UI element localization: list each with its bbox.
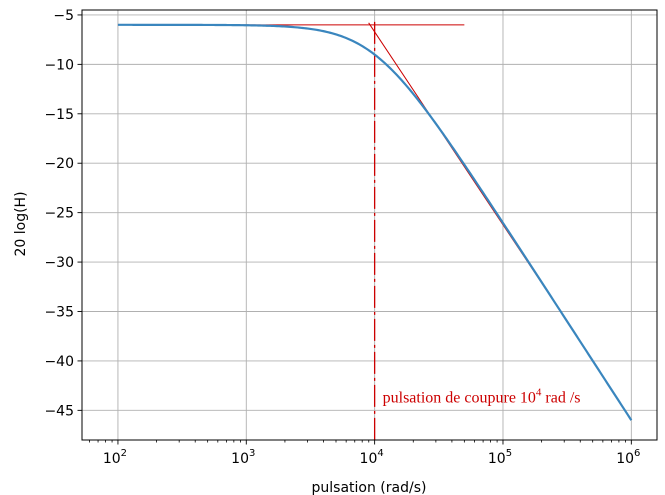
- series-line: [117, 23, 633, 421]
- x-tick-exponent: 6: [634, 448, 640, 459]
- x-tick-exponent: 3: [249, 448, 255, 459]
- y-tick-label: −30: [44, 255, 74, 271]
- x-tick-base: 10: [360, 451, 378, 467]
- cutoff-annotation: pulsation de coupure 104 rad /s: [383, 386, 581, 406]
- y-axis-label: 20 log(H): [13, 191, 29, 256]
- x-tick-base: 10: [488, 451, 506, 467]
- x-axis-label: pulsation (rad/s): [312, 480, 427, 495]
- y-tick-label: −45: [44, 403, 74, 419]
- cutoff-annotation-sup: 4: [536, 386, 542, 398]
- y-tick-label: −40: [44, 354, 74, 370]
- x-tick-exponent: 2: [121, 448, 127, 459]
- cutoff-annotation-suffix: rad /s: [541, 389, 580, 406]
- x-tick-label: 105: [488, 448, 512, 467]
- x-tick-label: 103: [231, 448, 255, 467]
- x-axis: 102 103 104 105 106: [89, 440, 640, 467]
- y-tick-label: −15: [44, 107, 74, 123]
- x-tick-label: 106: [616, 448, 640, 467]
- y-axis: −5 −10 −15 −20 −25 −30 −35 −40 −45: [44, 8, 82, 419]
- y-tick-label: −20: [44, 156, 74, 172]
- x-tick-base: 10: [231, 451, 249, 467]
- plot-frame: [81, 9, 658, 441]
- y-tick-label: −5: [53, 8, 74, 24]
- x-tick-base: 10: [616, 451, 634, 467]
- y-tick-label: −35: [44, 304, 74, 320]
- cutoff-annotation-main: pulsation de coupure 10: [383, 389, 536, 406]
- x-tick-exponent: 5: [506, 448, 512, 459]
- y-tick-label: −25: [44, 206, 74, 222]
- y-tick-label: −10: [44, 57, 74, 73]
- x-tick-label: 104: [360, 448, 384, 467]
- annotations: [117, 21, 565, 440]
- grid: [82, 10, 657, 440]
- x-tick-base: 10: [103, 451, 121, 467]
- x-tick-label: 102: [103, 448, 127, 467]
- x-tick-exponent: 4: [377, 448, 383, 459]
